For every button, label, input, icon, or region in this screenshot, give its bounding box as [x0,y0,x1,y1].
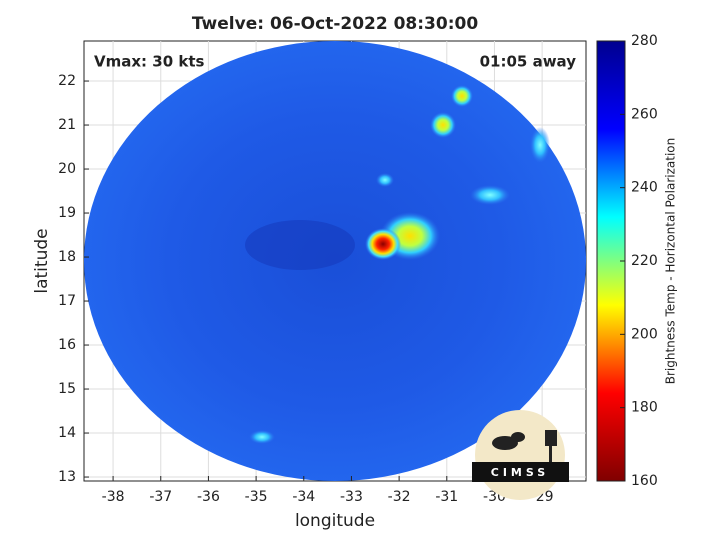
y-tick-label: 20 [58,161,76,177]
logo: CIMSS [472,410,569,500]
y-tick-label: 14 [58,425,76,441]
x-tick-label: -32 [388,489,411,505]
x-tick-label: -35 [245,489,268,505]
colorbar-tick-label: 180 [631,400,658,416]
y-tick-label: 15 [58,381,76,397]
y-tick-label: 21 [58,117,76,133]
x-tick-label: -33 [340,489,363,505]
colorbar-tick-label: 240 [631,180,658,196]
colorbar-label: Brightness Temp - Horizontal Polarizatio… [664,138,678,385]
convection [451,85,473,107]
colorbar-tick-label: 220 [631,253,658,269]
y-axis-label: latitude [32,228,52,293]
y-tick-label: 22 [58,73,76,89]
convection [470,185,510,205]
colorbar-tick-label: 200 [631,326,658,342]
logo-text: CIMSS [491,466,549,479]
y-tick-label: 16 [58,337,76,353]
x-axis-label: longitude [295,511,375,531]
y-tick-label: 19 [58,205,76,221]
convection [249,430,275,444]
x-tick-label: -38 [102,489,125,505]
cold-region [245,220,355,270]
colorbar-tick-label: 160 [631,473,658,489]
y-tick-label: 13 [58,469,76,485]
annotation: Vmax: 30 kts [94,53,204,71]
convection [430,112,456,138]
y-tick-label: 18 [58,249,76,265]
x-tick-label: -34 [292,489,315,505]
x-tick-label: -37 [149,489,172,505]
chart-title: Twelve: 06-Oct-2022 08:30:00 [192,14,479,34]
colorbar-tick-label: 260 [631,106,658,122]
annotation: 01:05 away [480,53,577,71]
convection-core [365,228,401,260]
y-tick-label: 17 [58,293,76,309]
x-tick-label: -31 [435,489,458,505]
convection [376,173,394,187]
convection [530,127,550,163]
colorbar-tick-label: 280 [631,33,658,49]
x-tick-label: -36 [197,489,220,505]
